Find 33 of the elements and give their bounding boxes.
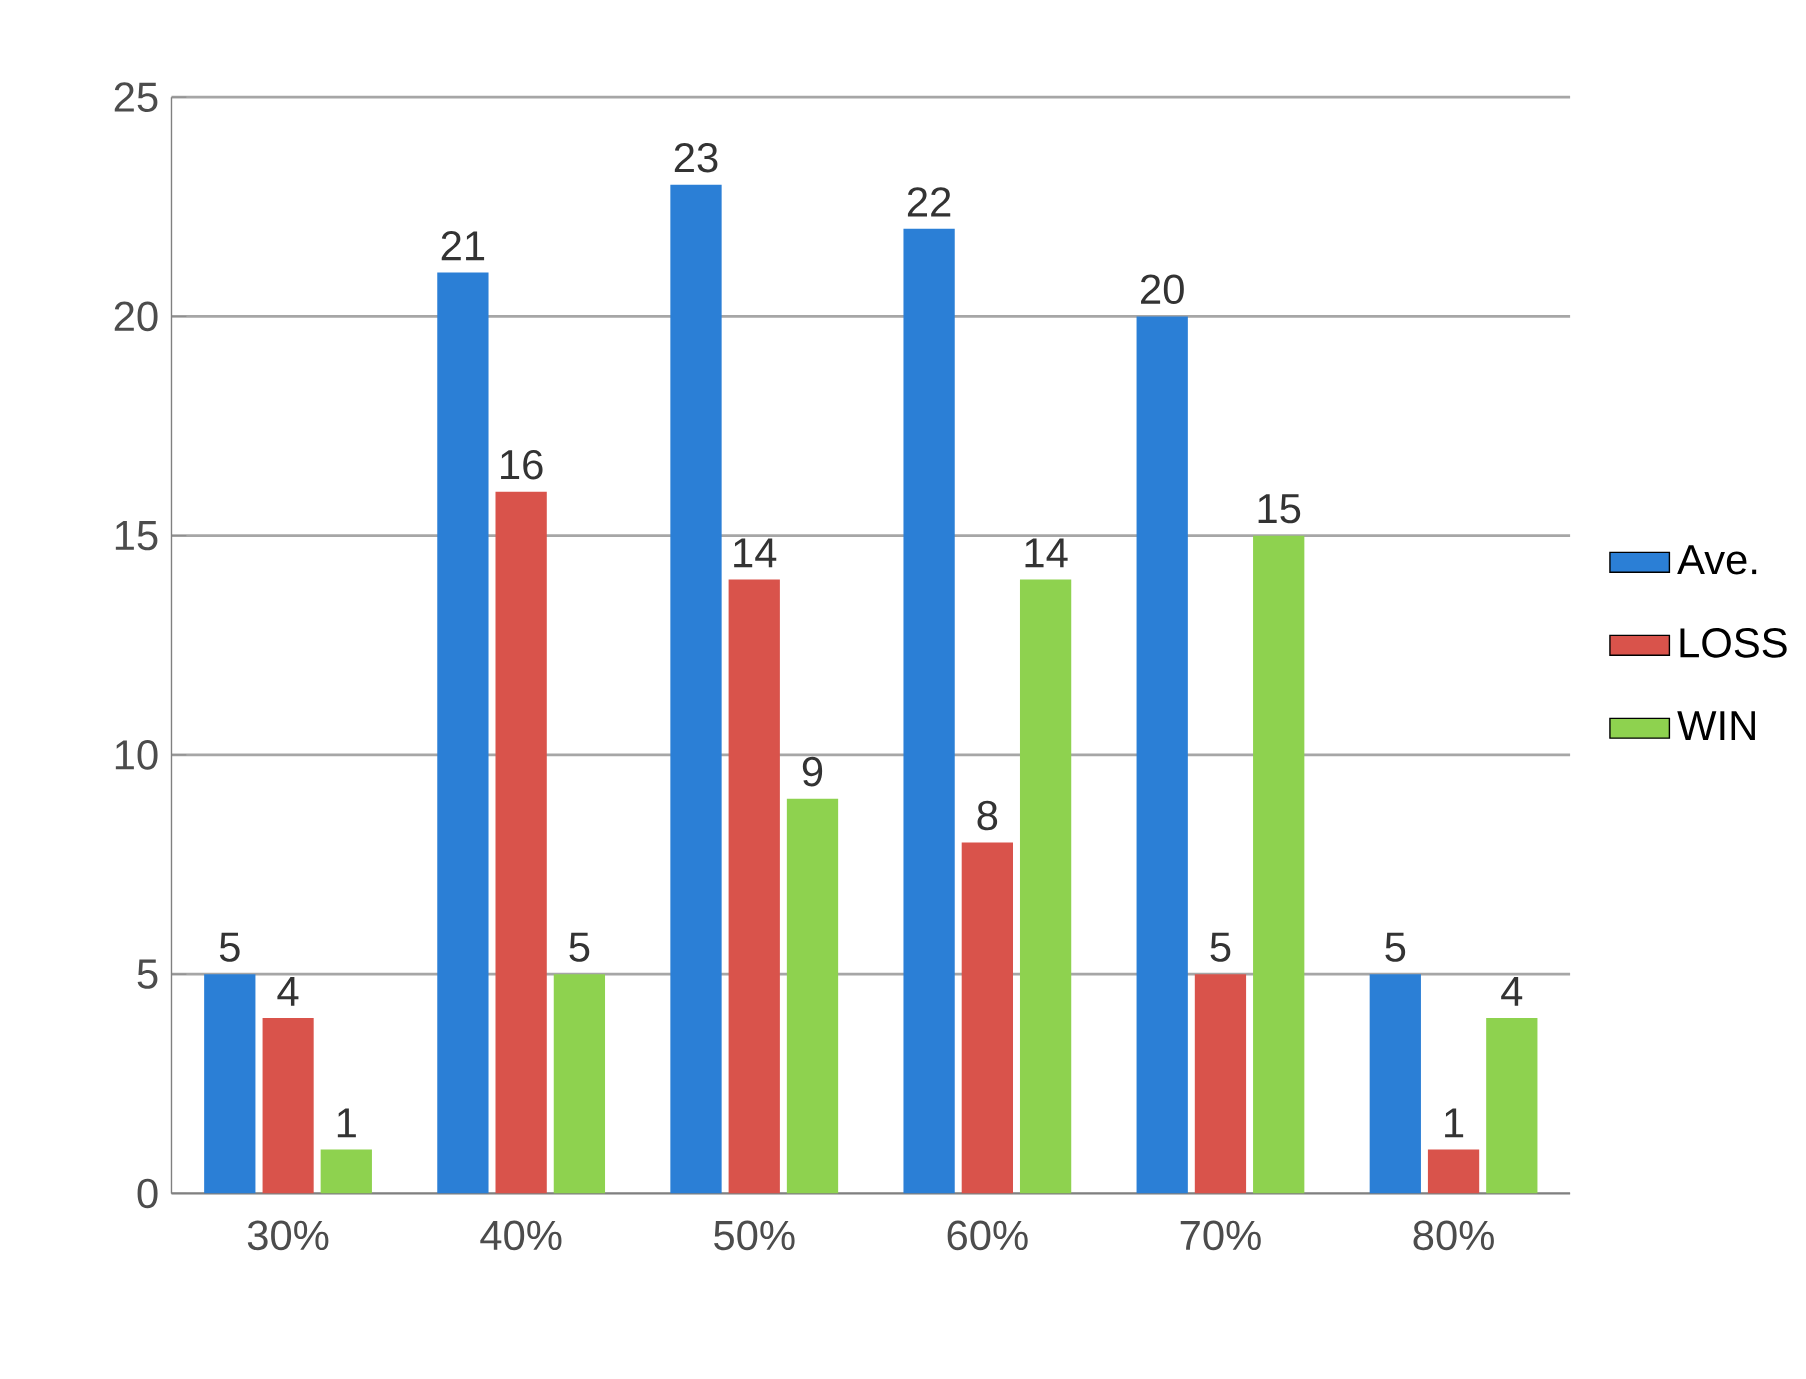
x-tick-label: 40%: [480, 1220, 562, 1251]
data-label: 22: [907, 187, 951, 217]
x-tick-label: 70%: [1180, 1220, 1261, 1251]
data-label: 1: [1445, 1108, 1464, 1138]
data-label: 8: [977, 800, 998, 831]
legend-label: LOSS: [1680, 628, 1787, 658]
data-label: 5: [1385, 932, 1406, 962]
legend-label: Ave.: [1677, 545, 1757, 575]
x-tick-label: 60%: [947, 1220, 1028, 1251]
legend-label: WIN: [1677, 711, 1755, 741]
data-label: 4: [1501, 977, 1523, 1006]
y-tick-label: 25: [114, 82, 158, 113]
data-label: 1: [337, 1108, 356, 1138]
y-tick-label: 20: [114, 301, 158, 332]
data-label: 15: [1258, 494, 1301, 524]
data-label: 23: [674, 143, 718, 173]
data-label: 20: [1141, 274, 1184, 305]
x-tick-label: 30%: [247, 1220, 329, 1251]
data-label: 16: [501, 450, 543, 480]
data-label: 21: [441, 231, 485, 261]
data-label: 9: [802, 756, 823, 787]
data-label: 14: [734, 538, 777, 568]
data-label: 4: [277, 977, 299, 1006]
y-tick-label: 5: [137, 959, 158, 989]
data-label: 5: [219, 932, 240, 962]
x-tick-label: 80%: [1413, 1220, 1494, 1251]
data-label: 5: [1210, 932, 1231, 962]
y-tick-label: 0: [137, 1178, 158, 1209]
y-tick-label: 10: [115, 740, 158, 770]
y-tick-label: 15: [115, 521, 158, 551]
data-label: 14: [1025, 538, 1068, 568]
data-label: 5: [569, 932, 590, 962]
x-tick-label: 50%: [714, 1220, 795, 1251]
